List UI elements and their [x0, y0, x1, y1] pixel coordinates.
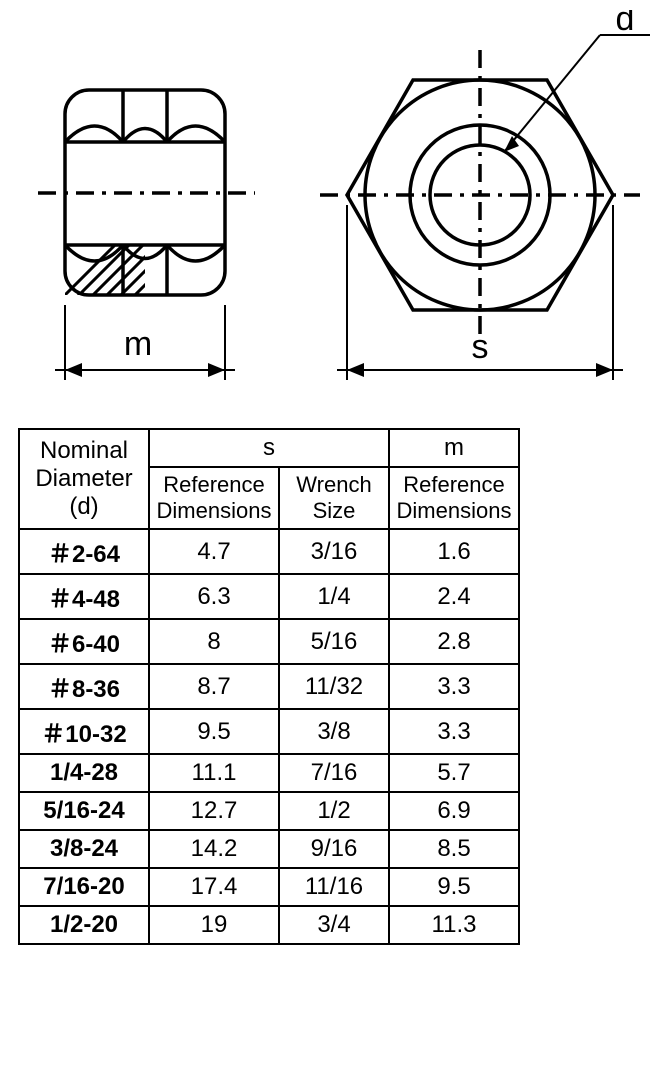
col-nominal: NominalDiameter(d): [19, 429, 149, 529]
cell-m-ref: 1.6: [389, 529, 519, 574]
cell-m-ref: 2.8: [389, 619, 519, 664]
cell-s-ref: 4.7: [149, 529, 279, 574]
cell-m-ref: 8.5: [389, 830, 519, 868]
label-s: s: [472, 328, 489, 366]
cell-nominal: 7/16-20: [19, 868, 149, 906]
cell-nominal: ＃6-40: [19, 619, 149, 664]
cell-nominal: ＃2-64: [19, 529, 149, 574]
col-s-ref: ReferenceDimensions: [149, 467, 279, 529]
dimension-table: NominalDiameter(d) s m ReferenceDimensio…: [18, 428, 520, 945]
cell-wrench: 9/16: [279, 830, 389, 868]
table-row: 1/2-20193/411.3: [19, 906, 519, 944]
table-row: ＃8-368.711/323.3: [19, 664, 519, 709]
cell-wrench: 5/16: [279, 619, 389, 664]
cell-nominal: ＃10-32: [19, 709, 149, 754]
cell-s-ref: 14.2: [149, 830, 279, 868]
cell-wrench: 3/4: [279, 906, 389, 944]
cell-wrench: 3/8: [279, 709, 389, 754]
cell-wrench: 1/4: [279, 574, 389, 619]
table-row: ＃6-4085/162.8: [19, 619, 519, 664]
cell-s-ref: 8.7: [149, 664, 279, 709]
label-d: d: [616, 10, 635, 38]
col-m-ref: ReferenceDimensions: [389, 467, 519, 529]
cell-m-ref: 6.9: [389, 792, 519, 830]
cell-s-ref: 11.1: [149, 754, 279, 792]
table-row: 1/4-2811.17/165.7: [19, 754, 519, 792]
cell-nominal: 1/2-20: [19, 906, 149, 944]
cell-nominal: ＃4-48: [19, 574, 149, 619]
cell-m-ref: 2.4: [389, 574, 519, 619]
cell-s-ref: 17.4: [149, 868, 279, 906]
cell-m-ref: 3.3: [389, 664, 519, 709]
col-s-group: s: [149, 429, 389, 467]
cell-nominal: 5/16-24: [19, 792, 149, 830]
cell-wrench: 1/2: [279, 792, 389, 830]
cell-nominal: 3/8-24: [19, 830, 149, 868]
table-row: 7/16-2017.411/169.5: [19, 868, 519, 906]
table-row: 5/16-2412.71/26.9: [19, 792, 519, 830]
cell-m-ref: 9.5: [389, 868, 519, 906]
table-row: 3/8-2414.29/168.5: [19, 830, 519, 868]
table-body: ＃2-644.73/161.6＃4-486.31/42.4＃6-4085/162…: [19, 529, 519, 944]
cell-s-ref: 19: [149, 906, 279, 944]
cell-s-ref: 8: [149, 619, 279, 664]
cell-nominal: 1/4-28: [19, 754, 149, 792]
cell-m-ref: 11.3: [389, 906, 519, 944]
dimension-table-wrap: NominalDiameter(d) s m ReferenceDimensio…: [18, 428, 660, 945]
label-m: m: [124, 325, 152, 363]
table-row: ＃4-486.31/42.4: [19, 574, 519, 619]
cell-wrench: 7/16: [279, 754, 389, 792]
cell-m-ref: 3.3: [389, 709, 519, 754]
col-m-group: m: [389, 429, 519, 467]
cell-wrench: 11/32: [279, 664, 389, 709]
cell-nominal: ＃8-36: [19, 664, 149, 709]
col-wrench: WrenchSize: [279, 467, 389, 529]
cell-s-ref: 6.3: [149, 574, 279, 619]
cell-m-ref: 5.7: [389, 754, 519, 792]
cell-s-ref: 12.7: [149, 792, 279, 830]
diagram-area: m d s: [10, 10, 650, 420]
cell-s-ref: 9.5: [149, 709, 279, 754]
table-row: ＃10-329.53/83.3: [19, 709, 519, 754]
nut-diagram-svg: m d s: [10, 10, 650, 420]
table-row: ＃2-644.73/161.6: [19, 529, 519, 574]
cell-wrench: 11/16: [279, 868, 389, 906]
cell-wrench: 3/16: [279, 529, 389, 574]
